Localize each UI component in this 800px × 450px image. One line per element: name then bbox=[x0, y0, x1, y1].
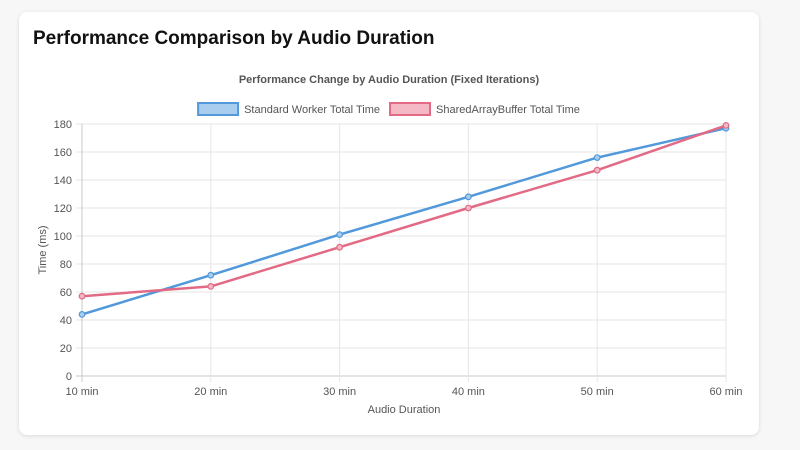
x-tick-label: 60 min bbox=[709, 386, 742, 398]
series-2 bbox=[78, 121, 730, 300]
y-tick-label: 0 bbox=[66, 371, 72, 383]
x-axis-title: Audio Duration bbox=[368, 404, 441, 416]
legend-item-1[interactable]: Standard Worker Total Time bbox=[197, 102, 380, 116]
y-axis-ticks: 0 20 40 60 80 100 120 140 160 180 bbox=[54, 119, 72, 383]
chart-series bbox=[78, 121, 730, 318]
x-tick-label: 40 min bbox=[452, 386, 485, 398]
y-tick-label: 20 bbox=[60, 343, 72, 355]
chart-grid bbox=[76, 123, 727, 382]
data-point[interactable] bbox=[465, 193, 472, 201]
data-point[interactable] bbox=[593, 166, 601, 174]
data-point[interactable] bbox=[207, 283, 215, 290]
legend-item-2[interactable]: SharedArrayBuffer Total Time bbox=[389, 102, 580, 116]
y-tick-label: 100 bbox=[54, 231, 72, 243]
chart-card: Performance Comparison by Audio Duration bbox=[19, 12, 759, 435]
series-line bbox=[81, 124, 727, 298]
y-tick-label: 40 bbox=[60, 315, 72, 327]
data-point[interactable] bbox=[78, 311, 86, 318]
page-title: Performance Comparison by Audio Duration bbox=[33, 28, 435, 49]
legend-swatch bbox=[389, 102, 432, 116]
y-axis-title: Time (ms) bbox=[37, 225, 49, 274]
data-point[interactable] bbox=[722, 121, 730, 129]
series-line bbox=[81, 126, 727, 316]
legend-swatch bbox=[197, 102, 240, 116]
legend-label: SharedArrayBuffer Total Time bbox=[436, 104, 580, 116]
x-tick-label: 30 min bbox=[323, 386, 356, 398]
legend-label: Standard Worker Total Time bbox=[244, 104, 380, 116]
series-1 bbox=[78, 124, 730, 318]
chart-legend: Standard Worker Total Time SharedArrayBuf… bbox=[197, 102, 580, 116]
x-tick-label: 20 min bbox=[194, 386, 227, 398]
y-tick-label: 80 bbox=[60, 259, 72, 271]
x-tick-label: 10 min bbox=[65, 386, 98, 398]
y-tick-label: 140 bbox=[54, 175, 72, 187]
data-point[interactable] bbox=[207, 271, 215, 279]
data-point[interactable] bbox=[336, 231, 344, 239]
data-point[interactable] bbox=[336, 243, 344, 251]
data-point[interactable] bbox=[465, 204, 472, 212]
data-point[interactable] bbox=[593, 154, 601, 162]
y-tick-label: 160 bbox=[54, 147, 72, 159]
data-point[interactable] bbox=[78, 292, 86, 300]
x-tick-label: 50 min bbox=[581, 386, 614, 398]
y-tick-label: 120 bbox=[54, 203, 72, 215]
y-tick-label: 60 bbox=[60, 287, 72, 299]
chart-title: Performance Change by Audio Duration (Fi… bbox=[239, 74, 540, 86]
y-tick-label: 180 bbox=[54, 119, 72, 131]
x-axis-ticks: 10 min 20 min 30 min 40 min 50 min 60 min bbox=[65, 386, 742, 398]
